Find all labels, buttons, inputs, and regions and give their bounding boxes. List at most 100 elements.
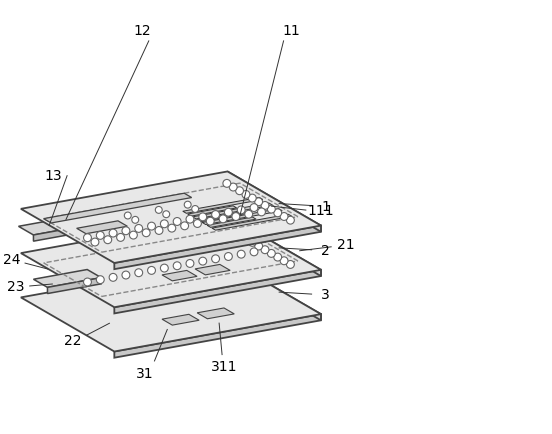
Circle shape — [155, 207, 162, 214]
Circle shape — [130, 231, 137, 239]
Circle shape — [186, 215, 194, 223]
Circle shape — [173, 217, 181, 225]
Circle shape — [124, 212, 131, 219]
Circle shape — [261, 246, 269, 253]
Circle shape — [274, 253, 282, 261]
Circle shape — [286, 216, 294, 224]
Circle shape — [254, 198, 263, 206]
Circle shape — [161, 220, 168, 228]
Polygon shape — [162, 270, 197, 281]
Polygon shape — [21, 216, 321, 307]
Polygon shape — [197, 308, 234, 319]
Polygon shape — [202, 209, 282, 224]
Circle shape — [237, 250, 245, 258]
Circle shape — [91, 238, 99, 246]
Circle shape — [83, 278, 92, 286]
Polygon shape — [44, 193, 192, 223]
Text: 1: 1 — [321, 200, 330, 214]
Polygon shape — [198, 211, 246, 222]
Polygon shape — [19, 214, 104, 235]
Circle shape — [229, 183, 237, 191]
Circle shape — [229, 227, 237, 235]
Circle shape — [194, 220, 201, 227]
Circle shape — [181, 222, 189, 230]
Circle shape — [192, 206, 199, 212]
Circle shape — [186, 260, 194, 267]
Circle shape — [161, 264, 168, 272]
Circle shape — [104, 236, 112, 243]
Circle shape — [261, 201, 269, 209]
Text: 311: 311 — [211, 360, 237, 375]
Circle shape — [109, 229, 117, 237]
Circle shape — [242, 191, 250, 198]
Circle shape — [206, 217, 214, 225]
Circle shape — [97, 276, 104, 283]
Circle shape — [286, 260, 294, 268]
Circle shape — [225, 208, 232, 216]
Text: 22: 22 — [64, 334, 82, 348]
Circle shape — [248, 238, 256, 247]
Circle shape — [163, 211, 169, 218]
Text: 11: 11 — [283, 24, 300, 38]
Circle shape — [274, 209, 282, 217]
Polygon shape — [227, 216, 321, 276]
Circle shape — [245, 210, 253, 218]
Text: 13: 13 — [45, 169, 62, 183]
Circle shape — [250, 204, 258, 211]
Text: 23: 23 — [7, 280, 25, 294]
Polygon shape — [114, 314, 321, 358]
Polygon shape — [114, 270, 321, 313]
Circle shape — [142, 229, 150, 237]
Polygon shape — [162, 314, 199, 325]
Polygon shape — [227, 171, 321, 232]
Circle shape — [116, 233, 125, 241]
Text: 31: 31 — [136, 367, 153, 381]
Circle shape — [122, 271, 130, 279]
Polygon shape — [193, 203, 273, 219]
Circle shape — [225, 253, 232, 260]
Circle shape — [199, 213, 206, 221]
Circle shape — [184, 201, 191, 208]
Circle shape — [267, 205, 275, 213]
Polygon shape — [207, 217, 256, 227]
Text: 12: 12 — [133, 24, 151, 38]
Polygon shape — [195, 264, 230, 275]
Circle shape — [280, 213, 288, 220]
Text: 24: 24 — [3, 253, 20, 267]
Circle shape — [232, 213, 240, 220]
Circle shape — [211, 210, 220, 218]
Circle shape — [168, 224, 176, 232]
Text: 111: 111 — [307, 204, 334, 218]
Circle shape — [83, 234, 92, 242]
Circle shape — [267, 250, 275, 257]
Circle shape — [135, 269, 142, 276]
Polygon shape — [21, 260, 321, 352]
Circle shape — [223, 224, 231, 232]
Polygon shape — [21, 171, 321, 263]
Circle shape — [173, 262, 181, 270]
Circle shape — [258, 208, 266, 216]
Polygon shape — [47, 278, 101, 293]
Circle shape — [219, 215, 227, 223]
Circle shape — [250, 248, 258, 256]
Circle shape — [122, 227, 130, 235]
Circle shape — [237, 206, 245, 214]
Polygon shape — [114, 226, 321, 269]
Text: 2: 2 — [321, 244, 330, 258]
Polygon shape — [188, 206, 237, 216]
Circle shape — [147, 222, 156, 230]
Circle shape — [280, 257, 288, 265]
Circle shape — [242, 235, 250, 243]
Circle shape — [155, 227, 163, 234]
Circle shape — [211, 255, 220, 263]
Circle shape — [109, 273, 117, 281]
Polygon shape — [77, 221, 128, 234]
Polygon shape — [212, 214, 292, 230]
Circle shape — [223, 179, 231, 187]
Circle shape — [199, 257, 206, 265]
Circle shape — [97, 231, 104, 239]
Polygon shape — [34, 222, 104, 241]
Circle shape — [132, 217, 139, 223]
Circle shape — [236, 187, 243, 195]
Text: 3: 3 — [321, 288, 330, 302]
